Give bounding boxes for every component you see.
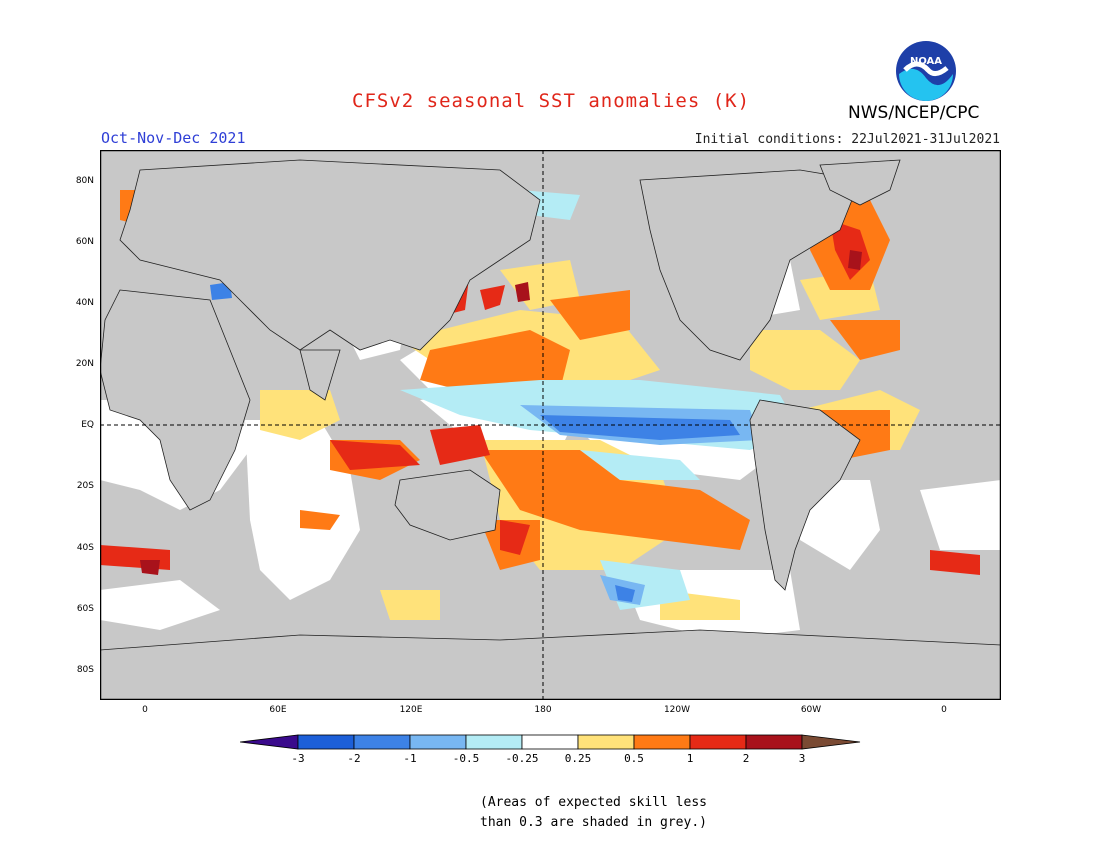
lon-label: 120E [399, 705, 423, 715]
agency-label: NWS/NCEP/CPC [848, 103, 980, 123]
colorbar-min-arrow [240, 734, 299, 750]
colorbar-cell [465, 734, 523, 750]
footnote-line2: than 0.3 are shaded in grey.) [480, 815, 707, 830]
lon-label: 0 [941, 705, 947, 715]
lon-label: 120W [663, 705, 691, 715]
lat-label: 20N [75, 359, 94, 369]
colorbar-tick-label: -3 [291, 752, 305, 765]
colorbar-cell [577, 734, 635, 750]
colorbar-cell [521, 734, 579, 750]
initial-conditions: Initial conditions: 22Jul2021-31Jul2021 [694, 132, 1000, 147]
colorbar-tick-label: 0.5 [624, 752, 644, 765]
colorbar-cell [745, 734, 803, 750]
colorbar-tick-label: 3 [798, 752, 806, 765]
forecast-period: Oct-Nov-Dec 2021 [101, 129, 246, 147]
sst-anomaly-map [100, 150, 1001, 700]
logo-text: NOAA [910, 56, 942, 67]
lat-label: 60S [76, 604, 94, 614]
colorbar-tick-label: 1 [686, 752, 694, 765]
colorbar-cell [353, 734, 411, 750]
colorbar-tick-label: -0.25 [505, 752, 539, 765]
lon-label: 0 [142, 705, 148, 715]
lat-label: 60N [75, 237, 94, 247]
lat-label: 40N [75, 298, 94, 308]
map-frame [100, 150, 1001, 700]
colorbar-max-arrow [801, 734, 861, 750]
chart-title: CFSv2 seasonal SST anomalies (K) [352, 90, 751, 112]
colorbar-tick-label: -0.5 [452, 752, 480, 765]
lat-label: 40S [76, 543, 94, 553]
colorbar-cell [633, 734, 691, 750]
colorbar-cell [409, 734, 467, 750]
lat-label: 20S [76, 481, 94, 491]
noaa-logo: NOAA [896, 41, 956, 101]
warm-2-regions [140, 250, 862, 575]
lat-label: 80N [75, 176, 94, 186]
lat-label: EQ [81, 420, 94, 430]
colorbar-tick-label: -1 [403, 752, 417, 765]
colorbar-tick-label: 2 [742, 752, 750, 765]
footnote-line1: (Areas of expected skill less [480, 795, 707, 810]
colorbar-tick-label: 0.25 [564, 752, 592, 765]
colorbar [240, 734, 861, 750]
lon-label: 60W [800, 705, 822, 715]
colorbar-cell [689, 734, 747, 750]
lon-label: 60E [269, 705, 287, 715]
colorbar-cell [297, 734, 355, 750]
continents [100, 159, 1001, 700]
lon-label: 180 [534, 705, 552, 715]
lat-label: 80S [76, 665, 94, 675]
colorbar-tick-label: -2 [347, 752, 361, 765]
skill-footnote: (Areas of expected skill less than 0.3 a… [480, 793, 707, 833]
